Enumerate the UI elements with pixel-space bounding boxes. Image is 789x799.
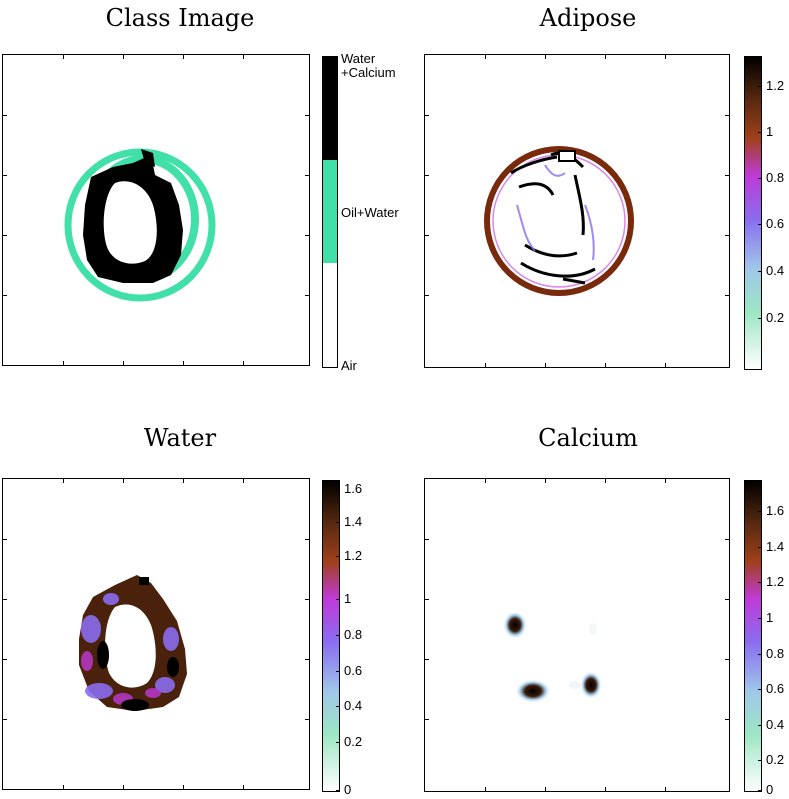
colorbar-tick-mark — [758, 132, 762, 133]
cb-oil-water — [323, 160, 337, 263]
colorbar-tick-label: 0.4 — [344, 698, 363, 713]
colorbar-tick-label: 0.8 — [766, 646, 785, 661]
colorbar-tick-mark — [336, 635, 340, 636]
calcium-title: Calcium — [538, 424, 638, 452]
water-plot — [2, 478, 310, 790]
colorbar-tick-mark — [336, 522, 340, 523]
calcium-colorbar — [744, 480, 762, 792]
adipose-blob-top — [558, 150, 576, 162]
colorbar-tick-label: 0.6 — [766, 216, 785, 231]
colorbar-tick-mark — [758, 178, 762, 179]
water-colorbar — [322, 480, 340, 792]
water-purple-patches — [81, 593, 179, 699]
colorbar-tick-mark — [758, 271, 762, 272]
colorbar-tick-mark — [758, 725, 762, 726]
adipose-title: Adipose — [539, 4, 637, 32]
colorbar-tick-label: 1 — [344, 591, 352, 606]
cb-air — [323, 263, 337, 367]
colorbar-tick-label: 1.6 — [766, 503, 785, 518]
colorbar-tick-mark — [758, 689, 762, 690]
colorbar-tick-mark — [336, 599, 340, 600]
water-title: Water — [143, 424, 217, 452]
colorbar-tick-label: 1 — [766, 124, 774, 139]
calcium-spot-2 — [515, 679, 551, 703]
class-image-title: Class Image — [105, 4, 255, 32]
colorbar-tick-label: 0.4 — [766, 717, 785, 732]
adipose-plot — [424, 54, 730, 368]
colorbar-tick-label: 1.4 — [766, 539, 785, 554]
adipose-streaks — [510, 151, 596, 285]
colorbar-tick-mark — [336, 742, 340, 743]
class-image-colorbar — [322, 56, 338, 368]
calcium-svg — [503, 611, 602, 703]
colorbar-tick-label: 0.8 — [344, 627, 363, 642]
water-calcium-region — [83, 155, 183, 283]
colorbar-tick-mark — [758, 86, 762, 87]
colorbar-tick-label: 1.2 — [766, 574, 785, 589]
colorbar-tick-mark — [758, 582, 762, 583]
adipose-colorbar — [744, 56, 762, 370]
colorbar-tick-mark — [758, 547, 762, 548]
colorbar-tick-mark — [336, 489, 340, 490]
calcium-spot-1 — [503, 611, 527, 639]
colorbar-tick-mark — [758, 318, 762, 319]
colorbar-tick-mark — [336, 790, 340, 791]
outer-ring — [64, 148, 216, 302]
water-svg — [79, 575, 187, 711]
colorbar-tick-mark — [758, 790, 762, 791]
colorbar-tick-label: 0 — [344, 782, 352, 797]
cb-label-water-calcium: Water +Calcium — [341, 51, 396, 80]
colorbar-tick-mark — [336, 671, 340, 672]
colorbar-tick-mark — [758, 224, 762, 225]
colorbar-tick-mark — [758, 618, 762, 619]
colorbar-tick-mark — [758, 760, 762, 761]
colorbar-tick-label: 1 — [766, 610, 774, 625]
adipose-svg — [484, 146, 634, 296]
colorbar-tick-label: 1.2 — [344, 548, 363, 563]
class-image-plot — [2, 54, 310, 366]
colorbar-tick-label: 1.4 — [344, 514, 363, 529]
colorbar-tick-label: 0.2 — [344, 734, 363, 749]
colorbar-tick-label: 1.2 — [766, 78, 785, 93]
colorbar-tick-label: 0.6 — [344, 663, 363, 678]
calcium-spot-3 — [580, 671, 602, 699]
colorbar-tick-label: 1.6 — [344, 481, 363, 496]
colorbar-tick-label: 0 — [766, 782, 774, 797]
cb-water-calcium — [323, 57, 337, 160]
colorbar-tick-label: 0.8 — [766, 170, 785, 185]
colorbar-tick-label: 0.2 — [766, 310, 785, 325]
water-ring — [79, 575, 187, 711]
colorbar-tick-mark — [336, 556, 340, 557]
cb-label-air: Air — [341, 358, 357, 373]
colorbar-tick-mark — [336, 706, 340, 707]
cb-label-oil-water: Oil+Water — [341, 205, 399, 220]
colorbar-tick-mark — [758, 511, 762, 512]
water-calcium-top — [141, 149, 155, 167]
colorbar-tick-label: 0.6 — [766, 681, 785, 696]
colorbar-tick-mark — [758, 654, 762, 655]
calcium-plot — [424, 478, 730, 792]
colorbar-tick-label: 0.4 — [766, 263, 785, 278]
colorbar-tick-label: 0.2 — [766, 752, 785, 767]
class-image-svg — [64, 148, 216, 302]
adipose-ring — [484, 146, 634, 296]
